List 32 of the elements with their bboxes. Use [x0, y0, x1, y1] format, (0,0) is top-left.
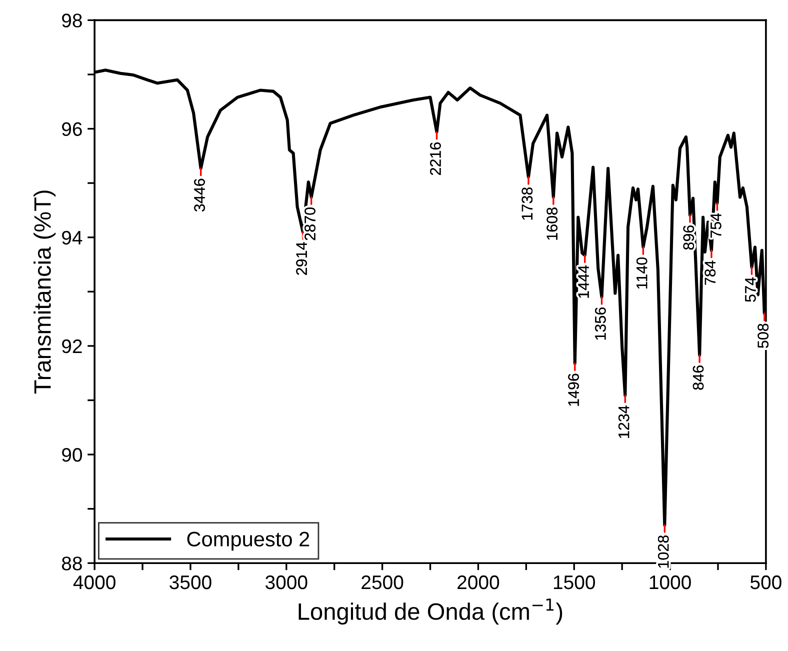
x-tick-label: 2000 — [458, 575, 500, 590]
annotation: 2914 — [296, 242, 307, 275]
annotation: 1356 — [595, 307, 606, 340]
annotation: 896 — [683, 225, 694, 250]
annotation: 2216 — [430, 142, 441, 175]
x-tick-label: 2500 — [362, 575, 404, 590]
annotation: 1234 — [618, 406, 630, 438]
x-tick-label: 3000 — [265, 575, 308, 590]
legend-label: Compuesto 2 — [187, 532, 310, 551]
annotation: 784 — [704, 260, 716, 285]
annotation: 1140 — [636, 257, 648, 289]
x-tick-label: 4000 — [73, 575, 116, 590]
annotation: 846 — [692, 366, 704, 390]
y-tick-label: 90 — [62, 448, 82, 462]
y-axis-title: Transmitancia (%T) — [34, 190, 56, 394]
y-tick-label: 98 — [62, 14, 82, 28]
annotation: 3446 — [194, 178, 205, 212]
annotation: 1444 — [578, 265, 589, 298]
annotation: 1738 — [522, 187, 533, 220]
annotation: 1608 — [546, 208, 558, 240]
y-tick-label: 88 — [62, 556, 82, 570]
x-tick-label: 1500 — [554, 575, 595, 590]
annotation: 1028 — [658, 535, 669, 568]
y-tick-label: 96 — [62, 122, 82, 136]
y-tick-label: 92 — [62, 339, 82, 354]
x-axis-title: Longitud de Onda (cm$^{−1}$) — [298, 598, 562, 625]
x-tick-label: 500 — [750, 575, 782, 590]
annotation: 574 — [745, 277, 756, 302]
x-tick-label: 3500 — [170, 575, 212, 590]
x-tick-label: 1000 — [650, 575, 691, 590]
annotation: 1496 — [568, 374, 579, 406]
y-tick-label: 94 — [62, 230, 82, 245]
